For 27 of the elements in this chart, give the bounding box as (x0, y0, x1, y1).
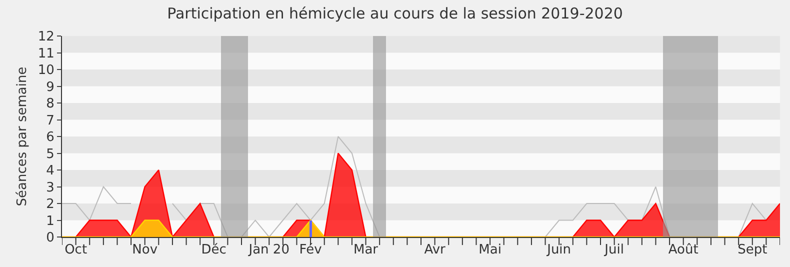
y-tick-label: 9 (46, 80, 54, 95)
y-tick-label: 5 (46, 146, 54, 162)
y-tick-label: 7 (46, 113, 54, 128)
y-tick-label: 3 (46, 180, 54, 196)
y-tick-label: 0 (46, 230, 54, 246)
x-tick-label: Mai (478, 242, 502, 258)
y-tick-label: 11 (38, 46, 54, 62)
x-tick-label: Mar (354, 242, 379, 258)
x-tick-label: Août (668, 242, 698, 258)
x-tick-label: Avr (424, 242, 446, 258)
y-tick-label: 4 (46, 164, 54, 179)
y-tick-label: 10 (38, 63, 54, 78)
x-tick-label: Nov (132, 242, 158, 258)
y-tick-label: 12 (38, 30, 54, 45)
y-tick-label: 2 (46, 197, 54, 212)
x-tick-label: Juil (604, 242, 624, 258)
x-tick-label: Oct (64, 242, 88, 258)
y-tick-label: 1 (46, 214, 54, 229)
x-tick-label: Déc (201, 242, 226, 258)
y-tick-label: 6 (46, 130, 54, 146)
chart-title: Participation en hémicycle au cours de la session 2019-2020 (167, 4, 623, 23)
x-tick-label: Jan 20 (248, 242, 290, 258)
y-tick-label: 8 (46, 96, 54, 112)
x-tick-label: Fév (299, 242, 322, 258)
y-axis-title: Séances par semaine (15, 66, 30, 206)
x-tick-label: Juin (546, 242, 572, 258)
x-tick-label: Sept (738, 242, 768, 258)
